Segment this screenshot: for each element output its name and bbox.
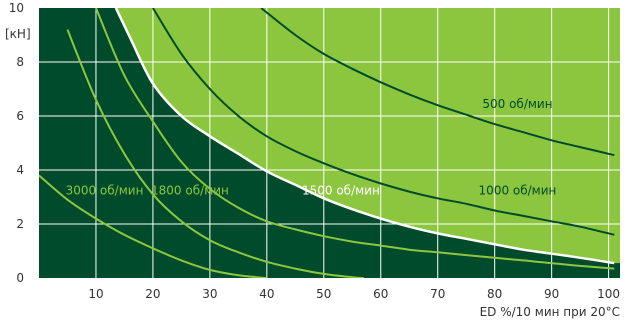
curve-label: 1500 об/мин — [302, 183, 380, 197]
y-tick-label: 10 — [9, 1, 24, 15]
y-tick-label: 2 — [16, 217, 24, 231]
series-line-5 — [39, 174, 267, 278]
series-line-3 — [95, 8, 615, 270]
x-tick-label: 40 — [259, 287, 274, 301]
y-tick-label: 8 — [16, 55, 24, 69]
y-tick-label: 0 — [16, 271, 24, 285]
x-tick-label: 70 — [430, 287, 445, 301]
x-tick-label: 20 — [145, 287, 160, 301]
series-line-4 — [66, 29, 364, 278]
x-axis-ticks: 10 20 30 40 50 60 70 80 90 100 — [88, 287, 620, 301]
series-line-2 — [114, 8, 615, 265]
x-tick-label: 50 — [316, 287, 331, 301]
x-tick-label: 10 — [88, 287, 103, 301]
x-tick-label: 30 — [202, 287, 217, 301]
x-tick-label: 60 — [373, 287, 388, 301]
curves — [39, 8, 615, 278]
series-line-1 — [152, 8, 615, 236]
y-tick-label: 4 — [16, 163, 24, 177]
plot-area: 500 об/мин 1000 об/мин 1500 об/мин 1800 об/… — [39, 8, 620, 278]
y-tick-label: 6 — [16, 109, 24, 123]
x-axis-label: ED %/10 мин при 20°C — [480, 305, 620, 319]
x-tick-label: 80 — [487, 287, 502, 301]
curve-label: 3000 об/мин — [66, 183, 144, 197]
curve-label: 1000 об/мин — [479, 183, 557, 197]
curve-label: 1800 об/мин — [151, 183, 229, 197]
y-axis-label: [кН] — [5, 27, 31, 41]
curve-labels: 500 об/мин 1000 об/мин 1500 об/мин 1800 об/… — [66, 97, 557, 197]
x-tick-label: 90 — [544, 287, 559, 301]
series-line-0 — [260, 8, 615, 157]
x-tick-label: 100 — [597, 287, 620, 301]
y-axis-ticks: 0 2 4 6 8 10 — [9, 1, 24, 285]
dark-region — [39, 8, 620, 278]
curve-label: 500 об/мин — [482, 97, 552, 111]
